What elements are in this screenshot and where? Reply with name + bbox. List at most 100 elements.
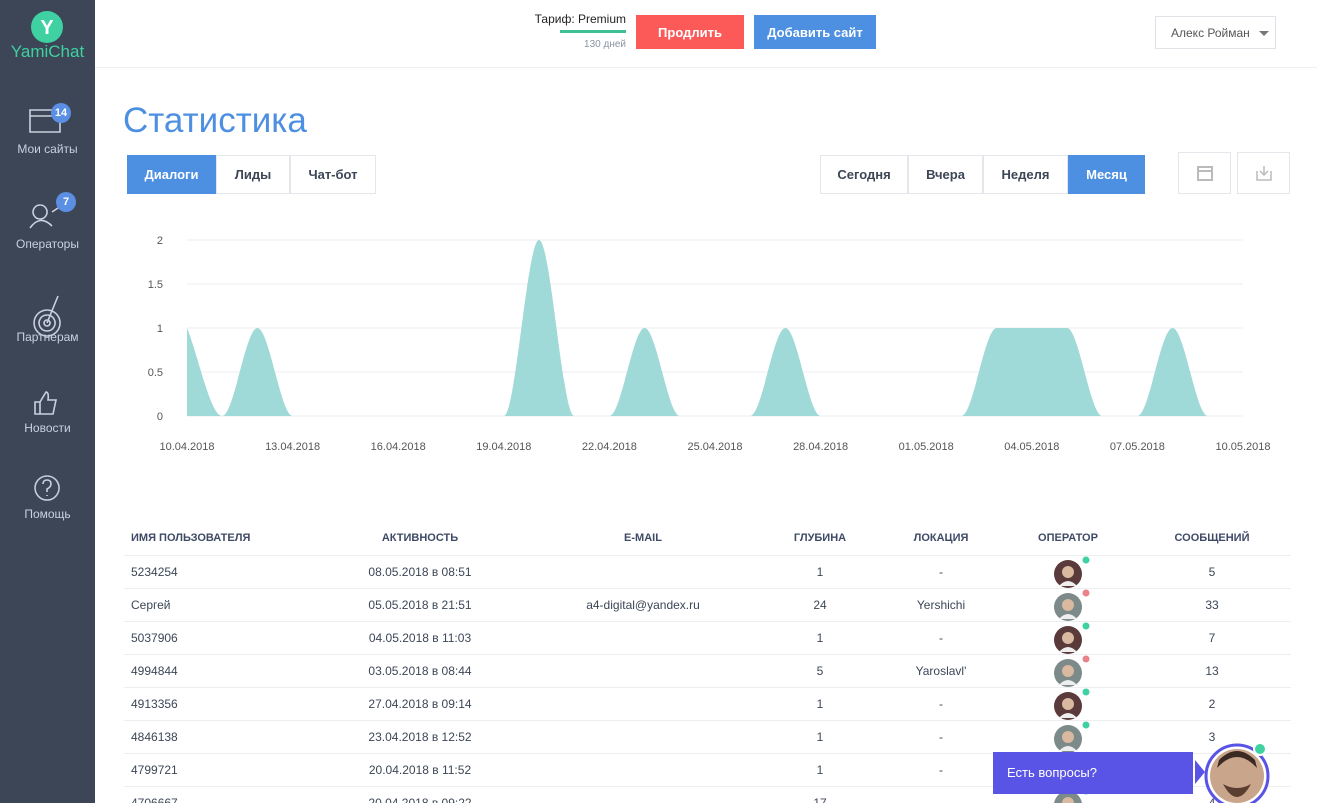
cell-activity: 05.05.2018 в 21:51 [368, 598, 472, 612]
cell-activity: 03.05.2018 в 08:44 [368, 664, 472, 678]
y-tick-label: 1 [157, 323, 163, 335]
status-dot [1082, 655, 1090, 663]
cell-user: 4846138 [131, 730, 178, 744]
nav-icon [33, 295, 61, 337]
cell-user: 4913356 [131, 697, 178, 711]
periods-tab[interactable]: Сегодня [820, 155, 908, 194]
operator-avatar [1054, 688, 1090, 720]
row-border [124, 588, 1291, 589]
cell-user: 5037906 [131, 631, 178, 645]
avatar-face [1062, 632, 1074, 644]
tabs-tab[interactable]: Лиды [216, 155, 290, 194]
cell-user: 4799721 [131, 763, 178, 777]
calendar-button[interactable] [1178, 152, 1231, 194]
row-border [124, 687, 1291, 688]
periods-tab[interactable]: Вчера [908, 155, 983, 194]
x-tick-label: 10.04.2018 [159, 441, 214, 453]
user-menu[interactable]: Алекс Ройман [1155, 16, 1276, 49]
column-header: АКТИВНОСТЬ [381, 532, 459, 544]
y-tick-label: 0.5 [148, 367, 163, 379]
cell-location: - [939, 763, 943, 777]
avatar-body [1059, 713, 1077, 718]
calendar-icon [1196, 166, 1213, 181]
x-tick-label: 19.04.2018 [476, 441, 531, 453]
x-tick-label: 01.05.2018 [899, 441, 954, 453]
cell-activity: 08.05.2018 в 08:51 [368, 565, 472, 579]
nav-badge: 14 [51, 103, 71, 123]
operator-avatar [1054, 589, 1090, 621]
x-tick-label: 28.04.2018 [793, 441, 848, 453]
avatar-body [1059, 746, 1077, 751]
avatar-body [1059, 680, 1077, 685]
chart: 0 0.5 1 1.5 2 10.04.2018 13.04.2018 16.04.2018 1… [148, 235, 1271, 453]
cell-activity: 20.04.2018 в 11:52 [368, 763, 472, 777]
status-dot [1082, 556, 1090, 564]
cell-messages: 3 [1208, 730, 1216, 744]
cell-messages: 2 [1208, 697, 1216, 711]
cell-user: 4994844 [131, 664, 178, 678]
chat-avatar[interactable] [1195, 740, 1275, 803]
tabs-tab[interactable]: Диалоги [127, 155, 216, 194]
nav-item[interactable]: Партнерам [16, 330, 79, 344]
add-site-button[interactable]: Добавить сайт [754, 15, 876, 49]
cell-activity: 20.04.2018 в 09:22 [368, 796, 472, 803]
avatar-face [1062, 731, 1074, 743]
cell-location: - [939, 565, 943, 579]
cell-messages: 33 [1205, 598, 1219, 612]
nav-item[interactable]: Операторы [16, 237, 79, 251]
row-border [124, 555, 1291, 556]
avatar-face [1062, 566, 1074, 578]
avatar-body [1059, 581, 1077, 586]
x-tick-label: 22.04.2018 [582, 441, 637, 453]
status-dot [1082, 721, 1090, 729]
operator-avatar [1054, 655, 1090, 687]
cell-location: - [939, 730, 943, 744]
row-border [124, 720, 1291, 721]
icon-shape [34, 475, 60, 501]
plan: Тариф: Premium [534, 12, 626, 26]
y-tick-label: 1.5 [148, 279, 163, 291]
cell-messages: 4 [1208, 796, 1216, 803]
user-name: Алекс Ройман [1171, 25, 1250, 40]
row-border [124, 621, 1291, 622]
logo-mark: Y [40, 17, 54, 39]
plan-days: 130 дней [584, 39, 626, 50]
row-border [124, 654, 1291, 655]
cell-user: 5234254 [131, 565, 178, 579]
cell-depth: 1 [816, 730, 824, 744]
periods-tab[interactable]: Месяц [1068, 155, 1145, 194]
nav-item[interactable]: Помощь [24, 507, 71, 521]
cell-location: - [939, 796, 943, 803]
plan-bar [560, 30, 626, 33]
caret [1258, 30, 1269, 36]
cell-depth: 24 [813, 598, 827, 612]
nav-item[interactable]: Новости [24, 421, 71, 435]
column-header: E-MAIL [624, 532, 662, 544]
x-tick-label: 10.05.2018 [1215, 441, 1270, 453]
status-dot [1082, 589, 1090, 597]
column-header: СООБЩЕНИЙ [1174, 532, 1250, 544]
logo-icon: Y [31, 11, 63, 43]
cell-user: Сергей [131, 598, 171, 612]
extend-button[interactable]: Продлить [636, 15, 744, 49]
cell-depth: 1 [816, 565, 824, 579]
column-header: ИМЯ ПОЛЬЗОВАТЕЛЯ [131, 532, 251, 544]
icon-shape [34, 391, 57, 415]
nav-item[interactable]: Мои сайты [17, 142, 78, 156]
avatar-body [1059, 614, 1077, 619]
cell-activity: 04.05.2018 в 11:03 [368, 631, 472, 645]
cell-depth: 5 [816, 664, 824, 678]
avatar-body [1059, 647, 1077, 652]
nav-icon [29, 109, 61, 133]
avatar-face [1062, 665, 1074, 677]
periods-tab[interactable]: Неделя [983, 155, 1068, 194]
export-button[interactable] [1237, 152, 1290, 194]
x-tick-label: 16.04.2018 [371, 441, 426, 453]
tabs-tab[interactable]: Чат-бот [290, 155, 376, 194]
cell-location: - [939, 631, 943, 645]
cell-location: - [939, 697, 943, 711]
status-dot [1082, 622, 1090, 630]
chat-widget[interactable]: Есть вопросы? [993, 752, 1193, 794]
avatar-face [1062, 599, 1074, 611]
